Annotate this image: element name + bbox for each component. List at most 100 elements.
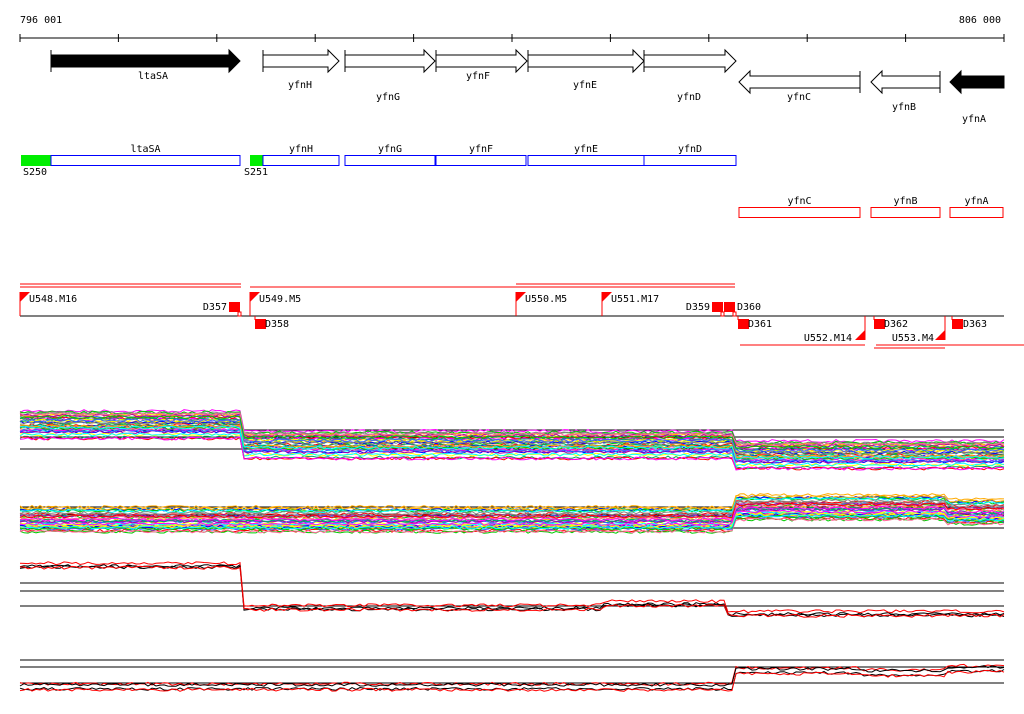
expression-trace — [19, 505, 1005, 522]
gene-arrow-yfnA[interactable]: yfnA — [949, 69, 1005, 125]
terminator-upper[interactable]: D357 — [203, 302, 242, 317]
transcription-unit-start[interactable]: U553.M4 — [892, 316, 946, 344]
reverse-gene-box-yfnB[interactable] — [870, 207, 941, 218]
gene-arrow-yfnD[interactable]: yfnD — [643, 48, 737, 103]
expression-trace — [19, 425, 1005, 460]
promoter-block[interactable] — [250, 155, 263, 166]
forward-gene-box-yfnF[interactable] — [435, 155, 527, 166]
forward-box-label: yfnG — [378, 144, 402, 155]
gene-arrow-yfnF[interactable]: yfnF — [435, 48, 528, 82]
gene-arrow-yfnC[interactable]: yfnC — [738, 69, 861, 103]
forward-gene-box-yfnE[interactable] — [527, 155, 645, 166]
transcription-unit-start[interactable]: U551.M17 — [601, 292, 659, 316]
gene-arrow-yfnB[interactable]: yfnB — [870, 69, 941, 113]
reverse-gene-box-yfnA[interactable] — [949, 207, 1004, 218]
terminator-icon — [255, 319, 266, 329]
gene-boxes-track: S250 S251 ltaSA yfnH yfnG yfnF yfnE yfnD yfnC y… — [21, 144, 1004, 218]
arrow-icon — [435, 48, 528, 74]
arrow-icon — [344, 48, 436, 74]
forward-box-label: ltaSA — [130, 144, 160, 155]
expression-trace — [19, 492, 1005, 510]
terminator-icon — [874, 319, 885, 329]
terminator-label: D362 — [884, 319, 908, 330]
gene-arrow-yfnH[interactable]: yfnH — [262, 48, 340, 91]
unit-label: U550.M5 — [525, 294, 567, 305]
terminator-icon — [724, 302, 735, 312]
expression-trace — [19, 428, 1005, 463]
flag-icon — [250, 292, 260, 302]
transcription-unit-start[interactable]: U552.M14 — [804, 316, 866, 344]
gene-arrow-ltaSA[interactable]: ltaSA — [50, 48, 241, 82]
forward-box-label: yfnD — [678, 144, 702, 155]
unit-label: U552.M14 — [804, 333, 852, 344]
gene-label: ltaSA — [138, 71, 168, 82]
flag-icon — [855, 330, 865, 340]
gene-arrow-yfnE[interactable]: yfnE — [527, 48, 645, 91]
arrow-icon — [870, 69, 941, 95]
flag-icon — [20, 292, 30, 302]
transcription-unit-start[interactable]: U549.M5 — [249, 292, 301, 316]
expression-trace — [19, 509, 1005, 526]
expression-trace — [19, 415, 1005, 450]
terminator-label: D360 — [737, 302, 761, 313]
terminator-lower[interactable]: D363 — [951, 316, 987, 330]
forward-gene-box-yfnG[interactable] — [344, 155, 436, 166]
terminator-icon — [712, 302, 723, 312]
expression-trace — [19, 411, 1005, 446]
flag-icon — [935, 330, 945, 340]
reverse-gene-box-yfnC[interactable] — [738, 207, 861, 218]
promoter-block[interactable] — [21, 155, 51, 166]
expression-trace — [19, 494, 1005, 511]
unit-label: U549.M5 — [259, 294, 301, 305]
arrow-icon — [262, 48, 340, 74]
arrow-icon — [527, 48, 645, 74]
gene-label: yfnE — [573, 80, 597, 91]
gene-label: yfnF — [466, 71, 490, 82]
coordinate-scale: 796 001 806 000 — [19, 15, 1005, 42]
expression-trace — [19, 502, 1005, 519]
gene-arrow-yfnG[interactable]: yfnG — [344, 48, 436, 103]
promoter-label: S251 — [244, 167, 268, 178]
expression-panel-4 — [19, 659, 1005, 692]
terminator-upper[interactable]: D360 — [724, 302, 761, 317]
expression-trace — [19, 436, 1005, 471]
forward-gene-box-yfnH[interactable] — [262, 155, 340, 166]
expression-trace — [19, 420, 1005, 455]
terminator-lower[interactable]: D358 — [254, 316, 289, 330]
arrow-icon — [949, 69, 1005, 95]
terminator-label: D363 — [963, 319, 987, 330]
transcription-unit-start[interactable]: U548.M16 — [19, 292, 77, 316]
gene-label: yfnB — [892, 102, 916, 113]
terminator-label: D358 — [265, 319, 289, 330]
expression-trace — [19, 412, 1005, 447]
gene-label: yfnG — [376, 92, 400, 103]
transcription-units-track: U548.M16 U549.M5 U550.M5 U551.M17 U552.M14 U5… — [19, 283, 1024, 349]
expression-panel-2 — [19, 492, 1005, 534]
expression-trace — [19, 561, 1005, 614]
reverse-box-label: yfnC — [787, 196, 811, 207]
transcription-unit-start[interactable]: U550.M5 — [515, 292, 567, 316]
expression-trace — [19, 565, 1005, 618]
expression-trace — [19, 669, 1005, 692]
terminator-upper[interactable]: D359 — [686, 302, 725, 317]
terminator-label: D361 — [748, 319, 772, 330]
terminator-lower[interactable]: D362 — [873, 316, 908, 330]
gene-arrows-track: ltaSA yfnH yfnG yfnF yfnE yfnD yfnC yfnB yfnA — [50, 48, 1005, 125]
forward-gene-box-yfnD[interactable] — [643, 155, 737, 166]
terminator-lower[interactable]: D361 — [737, 316, 772, 330]
expression-trace — [19, 432, 1005, 467]
expression-tracks — [19, 409, 1005, 692]
gene-label: yfnA — [962, 114, 986, 125]
expression-trace — [19, 563, 1005, 617]
expression-trace — [19, 665, 1005, 687]
expression-trace — [19, 418, 1005, 453]
reverse-box-label: yfnA — [964, 196, 988, 207]
scale-end-label: 806 000 — [959, 15, 1001, 26]
gene-label: yfnC — [787, 92, 811, 103]
forward-gene-box-ltaSA[interactable] — [50, 155, 241, 166]
expression-trace — [19, 669, 1005, 691]
expression-panel-3 — [19, 561, 1005, 618]
forward-box-label: yfnE — [574, 144, 598, 155]
expression-trace — [19, 565, 1005, 618]
